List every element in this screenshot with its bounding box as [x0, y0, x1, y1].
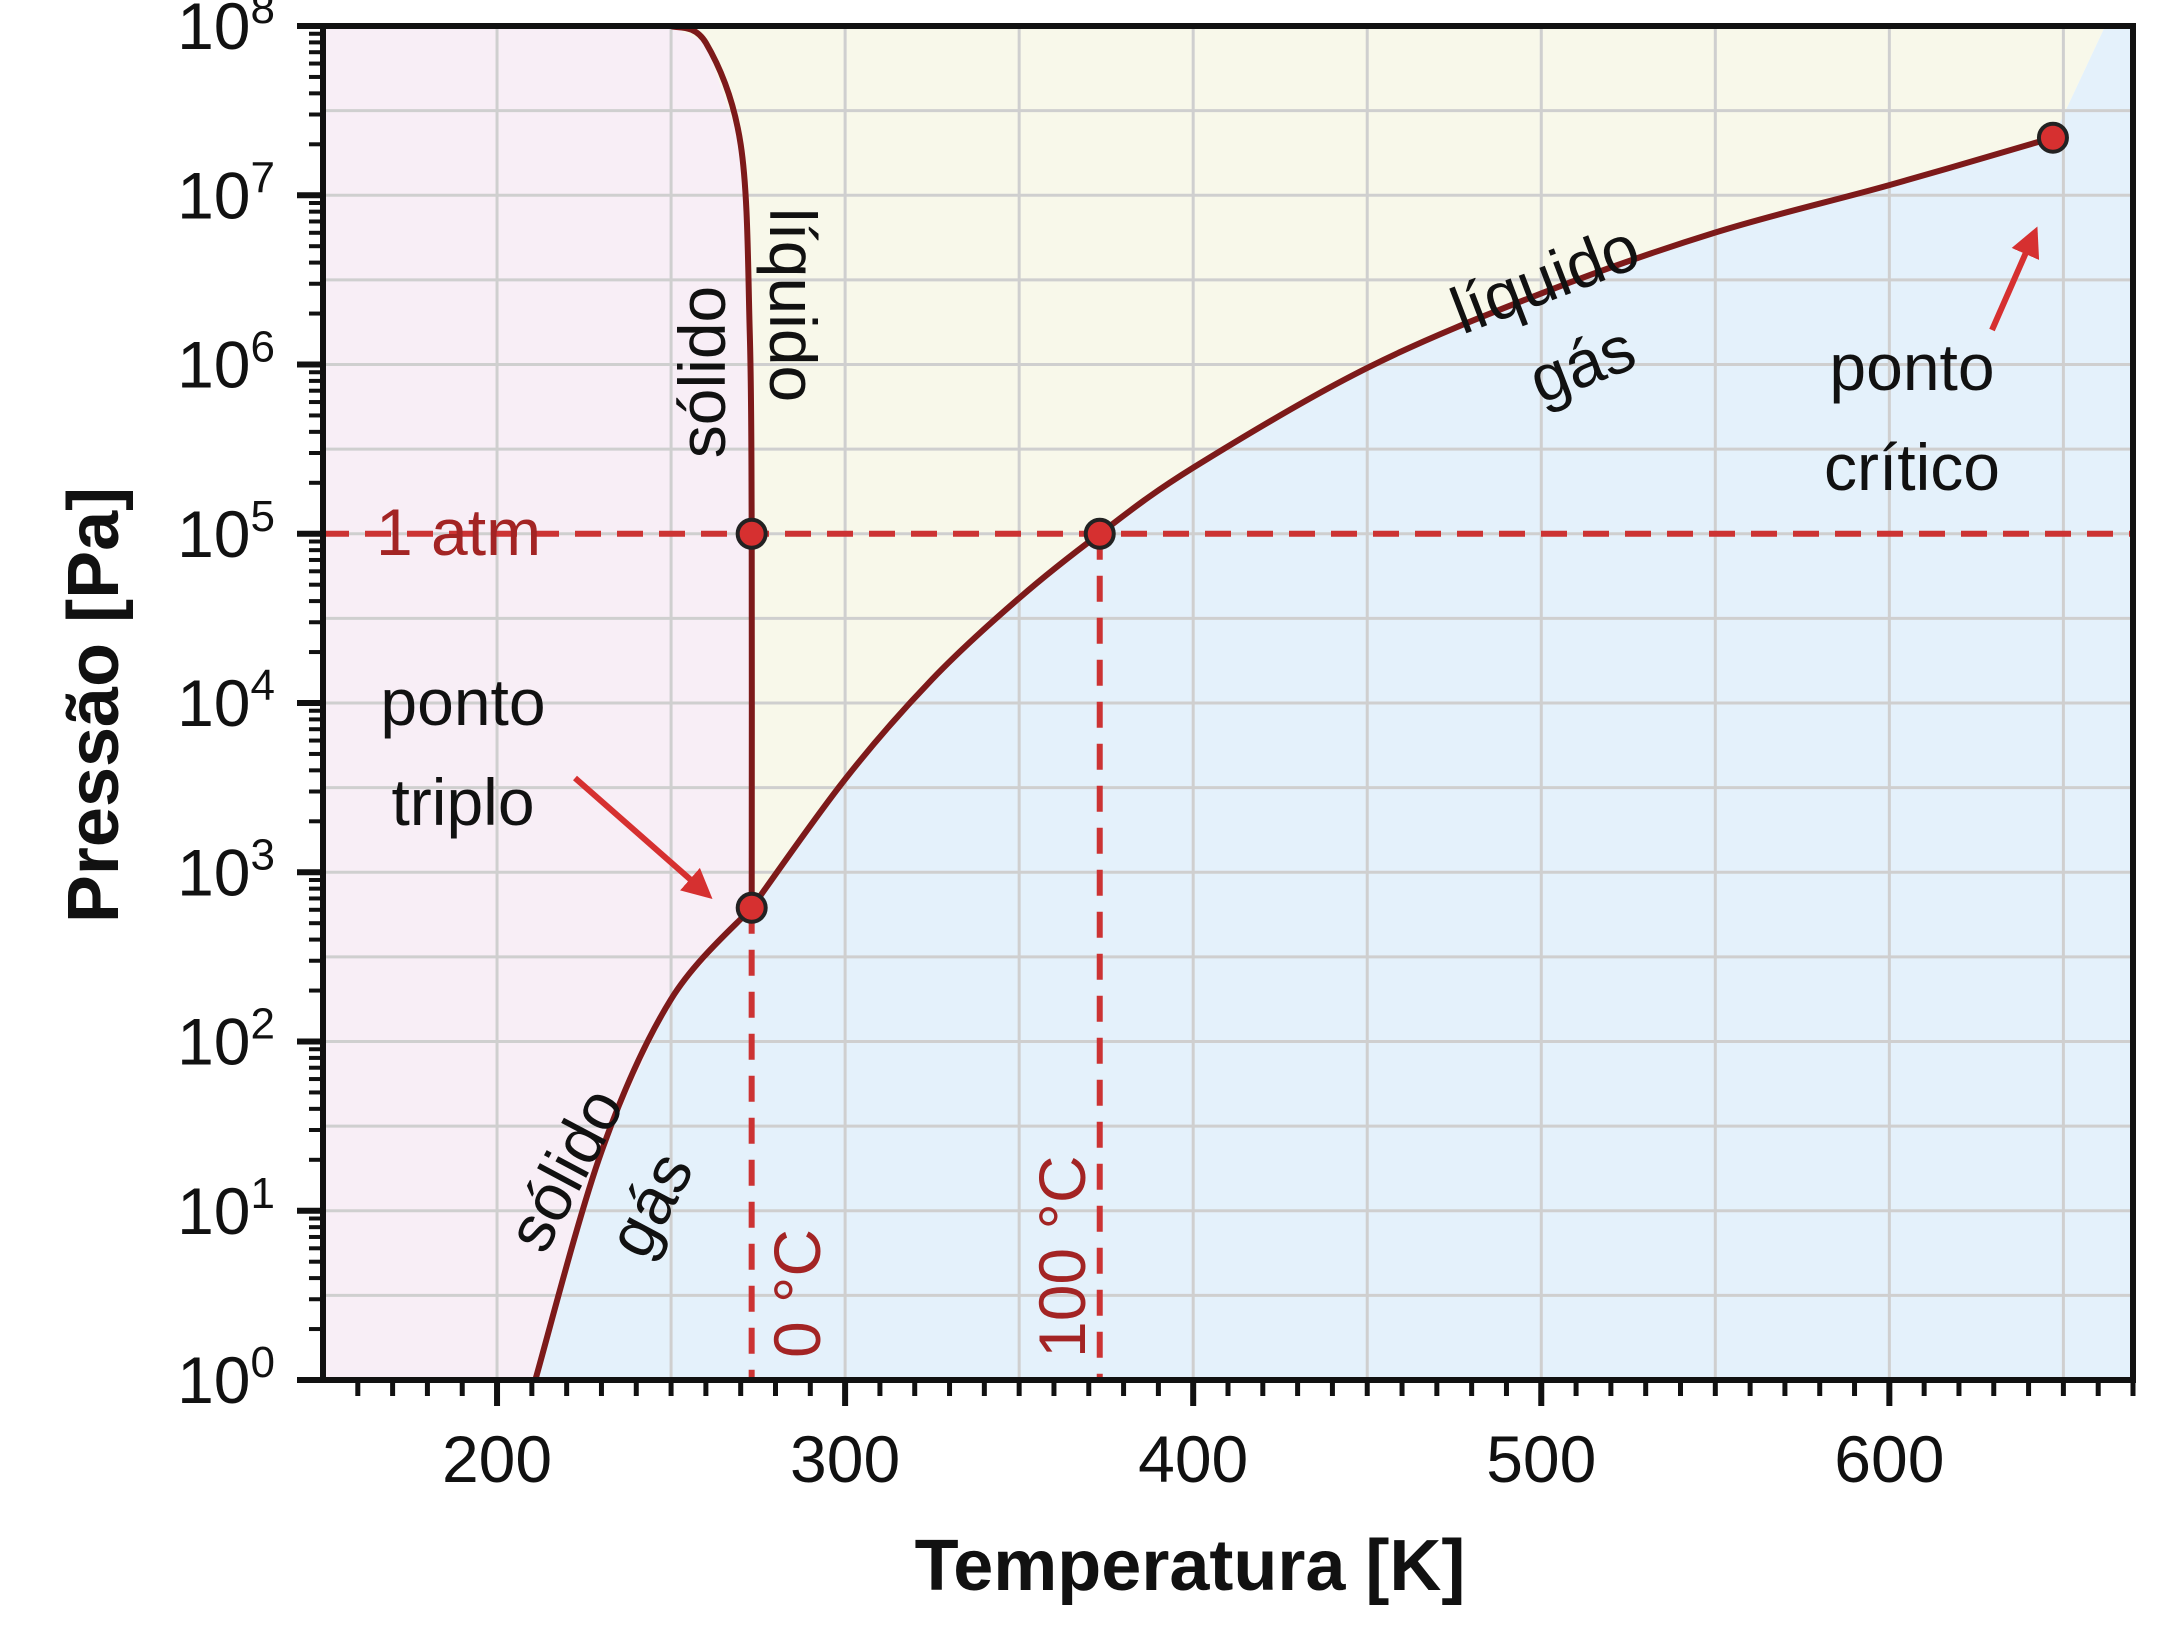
key-points [735, 121, 2069, 924]
y-tick-label: 105 [177, 492, 275, 571]
x-tick-label: 500 [1486, 1422, 1596, 1496]
x-tick-label: 600 [1834, 1422, 1944, 1496]
annotation-arrows [573, 226, 2040, 899]
y-tick-label: 107 [177, 153, 275, 232]
triple-point-label-line1: ponto [380, 665, 545, 739]
y-tick-label: 102 [177, 1000, 275, 1079]
point-ponto-triplo [735, 891, 768, 924]
y-tick-label: 106 [177, 323, 275, 402]
fusion-label-liquid: líquido [756, 208, 830, 403]
one-atm-label: 1 atm [376, 495, 541, 569]
x-axis-title: Temperatura [K] [915, 1526, 1466, 1606]
critical-point-arrow [1989, 226, 2040, 332]
y-tick-label: 100 [177, 1338, 275, 1417]
vaporization-curve [749, 134, 2054, 910]
y-tick-label: 101 [177, 1169, 275, 1248]
point-ebuli-o-a-atm [1083, 517, 1116, 550]
y-axis-title: Pressão [Pa] [54, 487, 134, 923]
zero-celsius-label: 0 °C [760, 1229, 834, 1358]
triple-point-arrow [573, 775, 713, 899]
critical-point-label-line2: crítico [1824, 430, 2000, 504]
reference-lines [323, 530, 2133, 1380]
triple-point-label-line2: triplo [391, 765, 534, 839]
point-ponto-cr-tico [2036, 121, 2069, 154]
phase-boundary-curves [532, 26, 2054, 1380]
sublimation-curve [532, 905, 754, 1380]
x-tick-label: 300 [790, 1422, 900, 1496]
liquid-region [671, 26, 2133, 908]
point-fus-o-a-atm [735, 517, 768, 550]
x-tick-label: 400 [1138, 1422, 1248, 1496]
hundred-celsius-label: 100 °C [1025, 1155, 1099, 1358]
y-tick-label: 108 [177, 0, 275, 63]
axis-ticks [297, 23, 2136, 1406]
critical-point-label-line1: ponto [1829, 330, 1994, 404]
fusion-label-solid: sólido [665, 286, 739, 458]
fusion-curve [669, 26, 755, 908]
x-tick-label: 200 [442, 1422, 552, 1496]
y-tick-label: 104 [177, 661, 275, 740]
y-tick-label: 103 [177, 830, 275, 909]
